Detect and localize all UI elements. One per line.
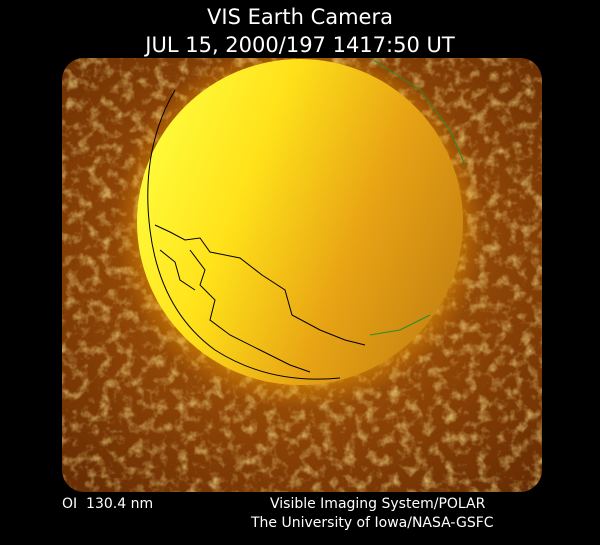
coastline-night xyxy=(369,58,466,336)
title: VIS Earth Camera xyxy=(207,5,393,29)
institution: The University of Iowa/NASA-GSFC xyxy=(250,515,494,531)
image-frame xyxy=(62,58,542,492)
wavelength: OI 130.4 nm xyxy=(62,496,153,512)
earth-disk xyxy=(137,59,463,385)
limb-line xyxy=(147,89,341,380)
timestamp: JUL 15, 2000/197 1417:50 UT xyxy=(143,33,455,57)
instrument: Visible Imaging System/POLAR xyxy=(270,496,486,512)
coastline xyxy=(154,224,366,373)
